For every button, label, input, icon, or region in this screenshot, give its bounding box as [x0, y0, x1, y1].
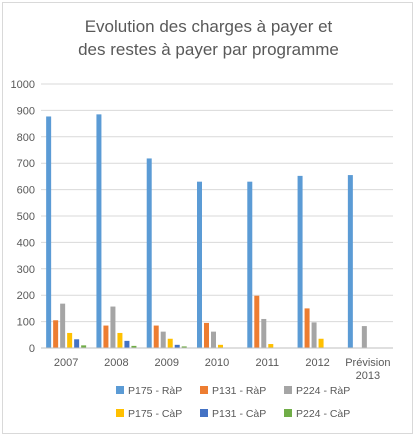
legend-item: P224 - CàP — [284, 408, 350, 420]
bar — [131, 345, 137, 348]
bar — [60, 303, 66, 348]
bars — [46, 114, 367, 348]
x-tick-label: 2011 — [255, 357, 279, 369]
y-tick-label: 800 — [17, 132, 35, 144]
legend-item: P131 - RàP — [200, 385, 266, 397]
chart-title-line-1: Evolution des charges à payer et — [84, 17, 333, 36]
legend-label: P131 - RàP — [212, 385, 266, 397]
x-tick-label: 2009 — [154, 357, 178, 369]
bar — [117, 332, 123, 348]
legend-swatch — [200, 386, 208, 394]
y-tick-label: 0 — [29, 343, 35, 355]
legend-item: P175 - RàP — [116, 385, 182, 397]
bar — [254, 295, 260, 348]
legend-label: P224 - RàP — [296, 385, 350, 397]
legend-swatch — [284, 409, 292, 417]
legend-swatch — [116, 386, 124, 394]
y-tick-label: 1000 — [11, 79, 35, 91]
legend-item: P175 - CàP — [116, 408, 182, 420]
legend-swatch — [116, 409, 124, 417]
bar — [297, 175, 303, 348]
bar — [261, 318, 267, 348]
y-tick-label: 100 — [17, 317, 35, 329]
x-tick-label: 2012 — [305, 357, 329, 369]
bar — [74, 339, 80, 348]
legend-swatch — [284, 386, 292, 394]
bar — [211, 331, 216, 348]
legend-item: P131 - CàP — [200, 408, 266, 420]
x-tick-label: 2013 — [356, 370, 380, 382]
bar — [361, 326, 367, 348]
legend-label: P131 - CàP — [212, 408, 266, 420]
y-axis: 0 100 200 300 400 500 600 700 800 900 1000 — [11, 79, 35, 355]
y-tick-label: 500 — [17, 211, 35, 223]
bar — [124, 340, 130, 348]
legend-label: P175 - CàP — [128, 408, 182, 420]
bar — [96, 114, 102, 348]
legend-item: P224 - RàP — [284, 385, 350, 397]
legend-label: P175 - RàP — [128, 385, 182, 397]
chart-title-line-2: des restes à payer par programme — [78, 40, 339, 59]
bar — [347, 175, 353, 348]
bar — [167, 338, 173, 348]
x-tick-label: Prévision — [345, 357, 390, 369]
x-tick-label: 2007 — [54, 357, 78, 369]
legend-swatch — [200, 409, 208, 417]
bar — [181, 346, 187, 348]
chart-frame: Evolution des charges à payer et des res… — [2, 2, 413, 434]
y-tick-label: 300 — [17, 264, 35, 276]
legend-label: P224 - CàP — [296, 408, 350, 420]
bar — [311, 322, 317, 348]
bar — [247, 181, 253, 348]
y-tick-label: 600 — [17, 185, 35, 197]
legend: P175 - RàP P131 - RàP P224 - RàP P175 - CàP… — [116, 385, 350, 420]
bar — [110, 306, 116, 348]
bar — [304, 308, 310, 348]
bar — [174, 344, 180, 348]
bar — [218, 344, 223, 348]
y-tick-label: 200 — [17, 290, 35, 302]
bar — [46, 116, 52, 348]
bar — [103, 325, 109, 348]
bar — [160, 331, 166, 348]
bar — [268, 344, 274, 348]
y-tick-label: 900 — [17, 105, 35, 117]
bar — [197, 181, 202, 348]
x-tick-label: 2010 — [205, 357, 229, 369]
y-tick-label: 400 — [17, 237, 35, 249]
bar — [318, 338, 324, 348]
bar — [146, 158, 152, 348]
gridlines — [41, 83, 393, 323]
bar — [153, 325, 159, 348]
bar — [53, 320, 59, 348]
y-tick-label: 700 — [17, 158, 35, 170]
bar — [67, 332, 73, 348]
chart-title: Evolution des charges à payer et des res… — [3, 15, 414, 61]
bar — [81, 345, 87, 348]
x-tick-label: 2008 — [104, 357, 128, 369]
bar — [204, 322, 209, 348]
